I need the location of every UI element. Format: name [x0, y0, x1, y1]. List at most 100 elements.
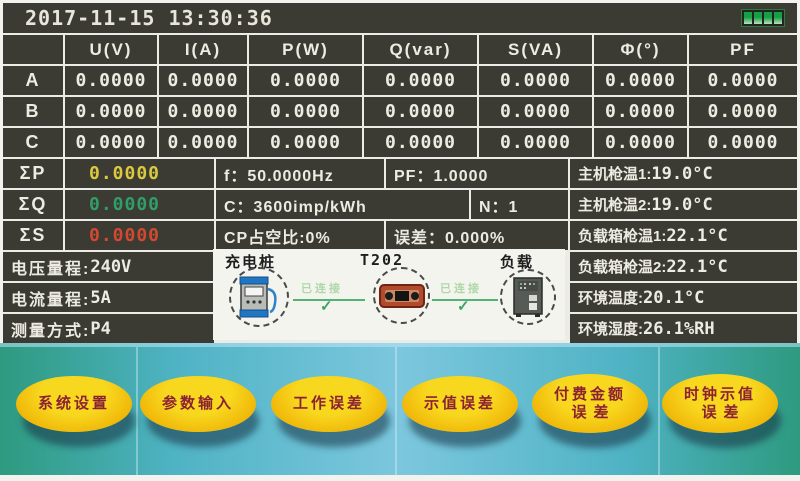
- value-cell: 0.0000: [594, 97, 687, 126]
- col-header-phase-angle: Φ(°): [594, 35, 687, 64]
- frequency-readout: f：50.0000Hz: [216, 159, 384, 188]
- charger-node: [229, 267, 289, 327]
- button-label: 系统设置: [37, 395, 110, 413]
- col-header-power-factor: PF: [689, 35, 797, 64]
- sum-q-value: 0.0000: [65, 190, 214, 219]
- value-cell: 0.0000: [479, 66, 592, 95]
- value-cell: 0.0000: [364, 66, 477, 95]
- summary-row-p: ΣP 0.0000 f：50.0000Hz PF：1.0000 主机枪温1: 19…: [3, 159, 797, 188]
- sum-p-label: ΣP: [3, 159, 63, 188]
- value-cell: 0.0000: [159, 66, 247, 95]
- value-cell: 0.0000: [689, 66, 797, 95]
- battery-icon: [741, 9, 785, 27]
- link-tester-load: [432, 299, 498, 301]
- band-divider: [136, 347, 138, 475]
- tester-device-icon: [378, 283, 425, 308]
- button-label: 时钟示值: [683, 386, 756, 404]
- measurement-panel: 2017-11-15 13:30:36 U(V) I(A) P(W) Q(var…: [3, 3, 797, 343]
- measure-mode-readout: 测量方式: P4: [3, 314, 214, 343]
- power-factor-readout: PF：1.0000: [386, 159, 568, 188]
- button-label: 示值误差: [423, 395, 496, 413]
- phase-table-header: U(V) I(A) P(W) Q(var) S(VA) Φ(°) PF: [3, 35, 797, 64]
- temp-value: 26.1%RH: [643, 318, 715, 339]
- bottom-row-1: 电压量程: 240V 负载箱枪温2: 22.1°C: [3, 252, 797, 281]
- button-label-2: 误差: [571, 403, 616, 421]
- tester-label: T202: [360, 251, 405, 269]
- check-icon: ✓: [320, 298, 333, 315]
- temp-label: 主机枪温1:: [578, 166, 652, 183]
- temp-value: 19.0°C: [651, 163, 713, 184]
- col-header-apparent-power: S(VA): [479, 35, 592, 64]
- value-cell: 0.0000: [159, 97, 247, 126]
- phase-label: B: [3, 97, 63, 126]
- temp-readout-5: 环境温度: 20.1°C: [570, 283, 797, 312]
- sum-s-label: ΣS: [3, 221, 63, 250]
- range-value: P4: [90, 318, 111, 339]
- col-header-voltage: U(V): [65, 35, 157, 64]
- button-label: 工作误差: [292, 395, 365, 413]
- summary-row-q: ΣQ 0.0000 C：3600imp/kWh N：1 主机枪温2: 19.0°C: [3, 190, 797, 219]
- temp-label: 负载箱枪温2:: [578, 259, 667, 276]
- band-divider: [395, 347, 397, 475]
- range-value: 5A: [90, 287, 111, 308]
- value-cell: 0.0000: [364, 128, 477, 157]
- button-label-2: 误差: [701, 403, 746, 421]
- check-icon: ✓: [457, 298, 470, 315]
- load-node: [500, 269, 556, 325]
- error-readout: 误差：0.000%: [386, 221, 568, 250]
- clock-display-error-button[interactable]: 时钟示值 误差: [662, 374, 778, 433]
- temp-readout-3: 负载箱枪温1: 22.1°C: [570, 221, 797, 250]
- sum-q-label: ΣQ: [3, 190, 63, 219]
- value-cell: 0.0000: [594, 66, 687, 95]
- temp-label: 主机枪温2:: [578, 197, 652, 214]
- range-label: 测量方式:: [11, 322, 91, 340]
- value-cell: 0.0000: [65, 128, 157, 157]
- value-cell: 0.0000: [249, 128, 362, 157]
- phase-label: A: [3, 66, 63, 95]
- payment-amount-error-button[interactable]: 付费金额 误差: [532, 374, 648, 433]
- meter-constant-readout: C：3600imp/kWh: [216, 190, 469, 219]
- range-value: 240V: [90, 256, 132, 277]
- current-range-readout: 电流量程: 5A: [3, 283, 214, 312]
- corner-cell: [3, 35, 63, 64]
- temp-value: 22.1°C: [666, 256, 728, 277]
- value-cell: 0.0000: [249, 97, 362, 126]
- working-error-button[interactable]: 工作误差: [271, 376, 387, 432]
- button-label: 付费金额: [553, 386, 626, 404]
- temp-label: 环境温度:: [578, 290, 643, 307]
- value-cell: 0.0000: [689, 128, 797, 157]
- button-label: 参数输入: [161, 395, 234, 413]
- col-header-active-power: P(W): [249, 35, 362, 64]
- value-cell: 0.0000: [479, 128, 592, 157]
- sum-s-value: 0.0000: [65, 221, 214, 250]
- phase-row-b: B 0.0000 0.0000 0.0000 0.0000 0.0000 0.0…: [3, 97, 797, 126]
- link-charger-tester: [293, 299, 365, 301]
- tester-node: [373, 267, 430, 324]
- value-cell: 0.0000: [364, 97, 477, 126]
- system-settings-button[interactable]: 系统设置: [16, 376, 132, 432]
- value-cell: 0.0000: [65, 97, 157, 126]
- link-status-2: 已连接: [440, 283, 482, 295]
- load-label: 负载: [500, 254, 535, 271]
- temp-value: 20.1°C: [643, 287, 705, 308]
- display-error-button[interactable]: 示值误差: [402, 376, 518, 432]
- charger-label: 充电桩: [225, 254, 277, 271]
- col-header-current: I(A): [159, 35, 247, 64]
- temp-label: 负载箱枪温1:: [578, 228, 667, 245]
- range-label: 电压量程:: [11, 260, 91, 278]
- parameter-input-button[interactable]: 参数输入: [140, 376, 256, 432]
- phase-label: C: [3, 128, 63, 157]
- value-cell: 0.0000: [689, 97, 797, 126]
- range-label: 电流量程:: [11, 291, 91, 309]
- cp-duty-readout: CP占空比:0%: [216, 221, 384, 250]
- bottom-row-3: 测量方式: P4 环境湿度: 26.1%RH: [3, 314, 797, 343]
- value-cell: 0.0000: [249, 66, 362, 95]
- temp-readout-6: 环境湿度: 26.1%RH: [570, 314, 797, 343]
- temp-value: 22.1°C: [666, 225, 728, 246]
- charging-pile-icon: [239, 276, 277, 318]
- connection-diagram: 充电桩 T202 负载: [213, 249, 565, 340]
- load-cabinet-icon: [513, 277, 543, 317]
- link-status-1: 已连接: [301, 283, 343, 295]
- value-cell: 0.0000: [594, 128, 687, 157]
- phase-row-c: C 0.0000 0.0000 0.0000 0.0000 0.0000 0.0…: [3, 128, 797, 157]
